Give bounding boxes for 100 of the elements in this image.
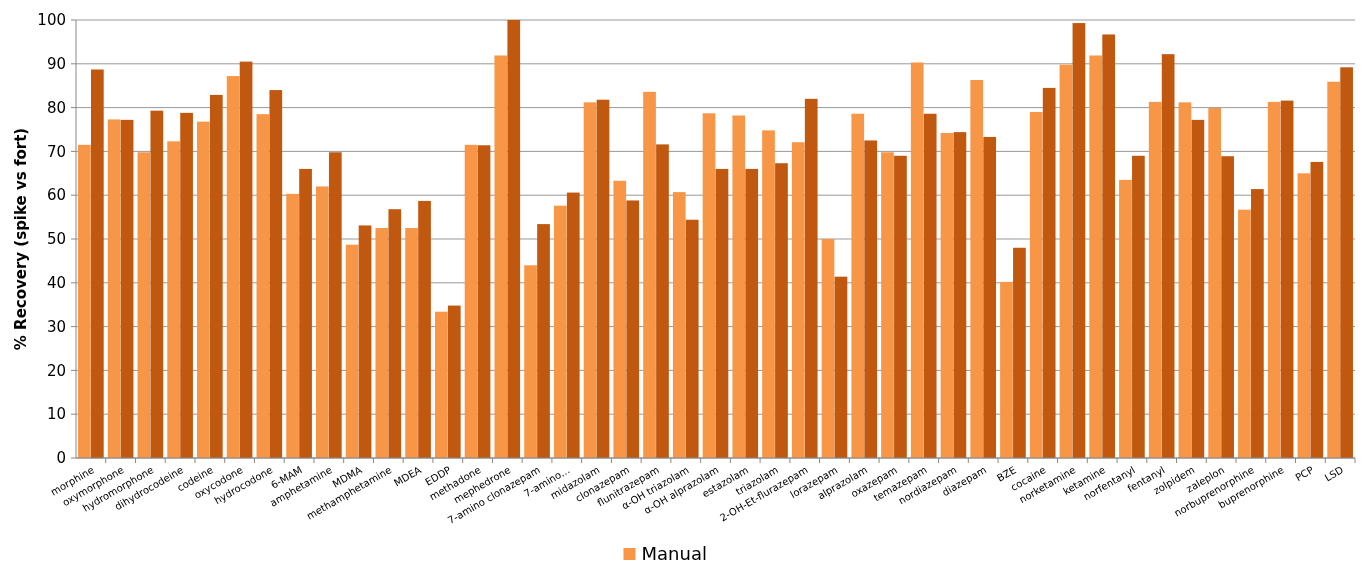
y-axis-title: % Recovery (spike vs fort) — [12, 127, 30, 351]
bar — [1327, 81, 1340, 458]
bar — [1251, 189, 1264, 458]
bar — [626, 200, 640, 458]
bar — [299, 168, 312, 458]
bar — [316, 186, 329, 458]
bar — [1089, 55, 1103, 458]
bar — [864, 140, 878, 458]
bar — [970, 80, 984, 458]
bar — [1280, 100, 1294, 458]
y-tick-label: 20 — [46, 361, 66, 380]
y-tick-label: 80 — [46, 98, 66, 117]
legend-label: Manual — [641, 543, 707, 564]
y-tick-label: 10 — [46, 405, 66, 424]
bar — [910, 62, 924, 458]
bar — [983, 136, 997, 458]
bar — [940, 133, 954, 458]
bar — [851, 113, 865, 458]
bar — [1178, 102, 1192, 458]
bar — [120, 119, 134, 458]
bar — [209, 94, 223, 458]
bar — [732, 115, 746, 458]
y-tick-label: 70 — [46, 142, 66, 161]
bar — [447, 305, 461, 458]
bar — [537, 224, 550, 458]
bar — [78, 144, 91, 458]
bar — [375, 228, 389, 458]
bar — [1208, 108, 1222, 458]
bar — [197, 121, 210, 458]
y-tick-label: 90 — [46, 55, 66, 74]
x-tick-label: LSD — [1322, 464, 1346, 484]
bar — [418, 200, 431, 458]
bar — [358, 225, 372, 458]
bar — [1013, 247, 1026, 458]
bar — [745, 168, 759, 458]
bar — [596, 99, 610, 458]
bar — [834, 276, 848, 458]
bar — [583, 102, 597, 458]
bar — [775, 163, 788, 458]
bar — [553, 205, 567, 458]
bar — [953, 132, 967, 458]
bar — [1042, 87, 1056, 458]
bar — [91, 69, 104, 458]
bar — [405, 228, 418, 458]
y-tick-label: 60 — [46, 186, 66, 205]
bar — [791, 142, 805, 458]
bar — [881, 152, 894, 458]
y-tick-label: 100 — [37, 11, 66, 30]
bar — [804, 98, 818, 458]
bar — [494, 55, 508, 458]
bar — [762, 130, 775, 458]
y-tick-label: 0 — [56, 449, 66, 468]
bar — [1221, 156, 1234, 458]
bar — [286, 193, 299, 458]
bar — [1340, 67, 1353, 458]
bar — [180, 112, 193, 458]
bar — [1238, 209, 1251, 458]
bar — [239, 61, 253, 458]
bar — [643, 91, 656, 458]
bar — [672, 192, 686, 458]
bar — [613, 180, 627, 458]
bar — [167, 141, 180, 458]
bar — [1102, 34, 1115, 458]
bar — [464, 144, 478, 458]
bar — [388, 209, 402, 458]
bar — [1267, 101, 1281, 458]
bar — [269, 90, 283, 458]
bar — [256, 114, 270, 458]
y-tick-label: 40 — [46, 274, 66, 293]
bar — [894, 155, 907, 458]
bar — [1161, 54, 1175, 458]
bar — [1191, 119, 1205, 458]
bar — [821, 239, 835, 458]
bar — [1310, 161, 1324, 458]
bar — [1059, 64, 1073, 458]
bar — [507, 20, 521, 458]
bar — [150, 110, 164, 458]
bar — [1148, 101, 1162, 458]
bar — [1029, 111, 1043, 458]
bar — [1119, 179, 1132, 458]
bar — [1297, 173, 1311, 458]
bar — [715, 168, 729, 458]
bar — [328, 152, 342, 458]
bar — [685, 219, 699, 458]
bar — [434, 311, 448, 458]
y-tick-label: 50 — [46, 230, 66, 249]
bar — [923, 113, 937, 458]
x-tick-label: PCP — [1293, 464, 1316, 484]
bar — [477, 145, 491, 458]
bar — [524, 265, 537, 458]
bar — [137, 152, 151, 458]
bar — [702, 113, 716, 458]
y-tick-label: 30 — [46, 317, 66, 336]
bar — [1072, 23, 1086, 458]
bar — [1132, 155, 1145, 458]
bar — [566, 192, 580, 458]
bar — [345, 244, 359, 458]
bar — [656, 144, 669, 458]
bar — [226, 76, 240, 458]
bar — [1000, 281, 1013, 458]
